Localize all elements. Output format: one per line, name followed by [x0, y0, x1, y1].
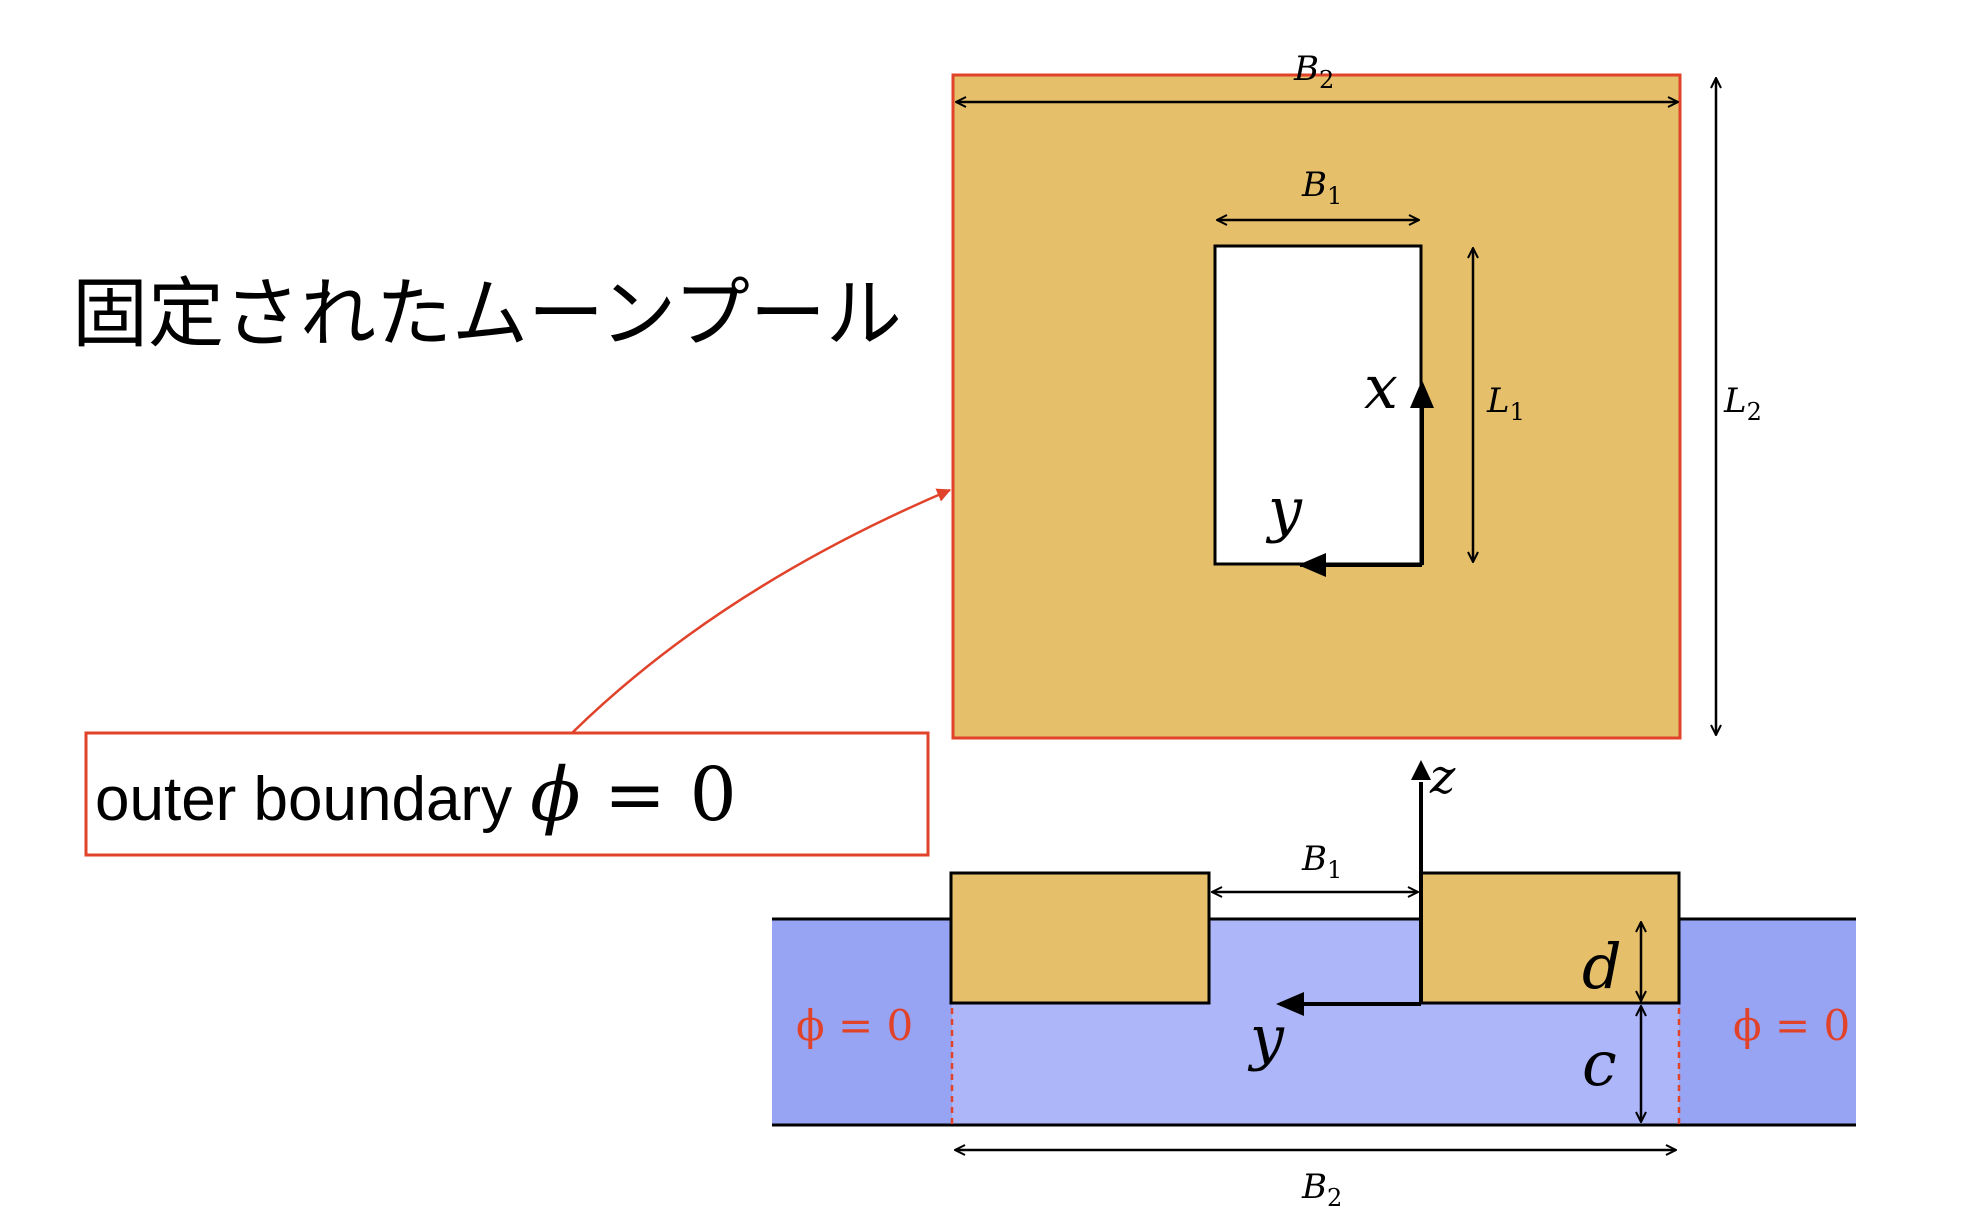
callout-text: outer boundary ϕ = 0 — [95, 752, 737, 838]
right-boundary-condition: ϕ = 0 — [1733, 1001, 1850, 1050]
z-axis-arrowhead — [1411, 760, 1431, 780]
x-axis-label: x — [1364, 353, 1398, 423]
y-axis-label: y — [1265, 475, 1303, 545]
callout-box — [84, 731, 930, 857]
x-axis-arrowhead — [1410, 380, 1434, 408]
top-view: B2 L2 B1 L1 x y — [951, 49, 1762, 740]
y-axis-arrowhead — [1298, 553, 1326, 577]
draft-label: d — [1582, 930, 1622, 1003]
side-y-axis-label: y — [1247, 1003, 1285, 1073]
side-y-axis-arrowhead — [1276, 992, 1304, 1016]
outer-water-left — [772, 919, 952, 1125]
outer-width-label: B2 — [1293, 49, 1334, 94]
bottom-width-label: B2 — [1301, 1167, 1342, 1212]
side-view: B1 z y d c B2 ϕ = 0 ϕ = 0 — [772, 749, 1856, 1212]
moonpool-opening — [1213, 244, 1423, 566]
clearance-label: c — [1582, 1027, 1617, 1100]
left-boundary-condition: ϕ = 0 — [796, 1001, 913, 1050]
left-body — [949, 871, 1211, 1005]
outer-length-label: L2 — [1723, 381, 1762, 426]
z-axis-label: z — [1429, 749, 1456, 805]
inner-width-label: B1 — [1301, 165, 1342, 210]
inner-length-label: L1 — [1486, 381, 1525, 426]
callout-arrow — [571, 488, 952, 734]
gap-label: B1 — [1301, 839, 1342, 884]
diagram-title: 固定されたムーンプール — [72, 269, 902, 358]
outer-water-right — [1679, 919, 1856, 1125]
